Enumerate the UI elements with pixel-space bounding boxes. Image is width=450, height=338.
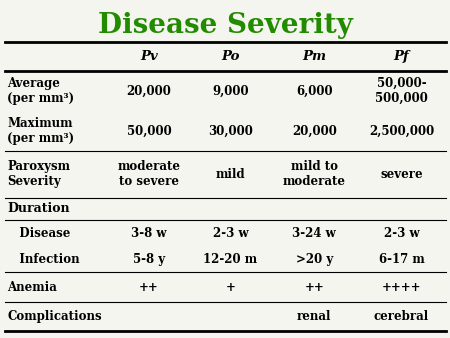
- Text: ++: ++: [305, 281, 324, 293]
- Text: Maximum
(per mm³): Maximum (per mm³): [7, 117, 74, 145]
- Text: 30,000: 30,000: [208, 124, 253, 138]
- Text: cerebral: cerebral: [374, 310, 429, 323]
- Text: Anemia: Anemia: [7, 281, 57, 293]
- Text: moderate
to severe: moderate to severe: [117, 160, 180, 188]
- Text: 12-20 m: 12-20 m: [203, 253, 257, 266]
- Text: 50,000: 50,000: [126, 124, 171, 138]
- Text: Paroxysm
Severity: Paroxysm Severity: [7, 160, 70, 188]
- Text: ++++: ++++: [382, 281, 421, 293]
- Text: severe: severe: [380, 168, 423, 181]
- Text: Disease Severity: Disease Severity: [98, 12, 352, 39]
- Text: Duration: Duration: [7, 202, 70, 216]
- Text: Average
(per mm³): Average (per mm³): [7, 77, 74, 105]
- Text: 3-8 w: 3-8 w: [131, 227, 166, 240]
- Text: Complications: Complications: [7, 310, 102, 323]
- Text: 2-3 w: 2-3 w: [383, 227, 419, 240]
- Text: Disease: Disease: [7, 227, 71, 240]
- Text: Pf: Pf: [393, 50, 410, 63]
- Text: 2-3 w: 2-3 w: [213, 227, 248, 240]
- Text: Infection: Infection: [7, 253, 80, 266]
- Text: 20,000: 20,000: [292, 124, 337, 138]
- Text: 20,000: 20,000: [126, 84, 171, 98]
- Text: 9,000: 9,000: [212, 84, 249, 98]
- Text: Po: Po: [221, 50, 240, 63]
- Text: 6,000: 6,000: [296, 84, 333, 98]
- Text: 2,500,000: 2,500,000: [369, 124, 434, 138]
- Text: ++: ++: [139, 281, 159, 293]
- Text: Pm: Pm: [302, 50, 326, 63]
- Text: 50,000-
500,000: 50,000- 500,000: [375, 77, 428, 105]
- Text: 5-8 y: 5-8 y: [133, 253, 165, 266]
- Text: +: +: [225, 281, 235, 293]
- Text: >20 y: >20 y: [296, 253, 333, 266]
- Text: 6-17 m: 6-17 m: [378, 253, 424, 266]
- Text: mild: mild: [216, 168, 245, 181]
- Text: 3-24 w: 3-24 w: [292, 227, 336, 240]
- Text: renal: renal: [297, 310, 332, 323]
- Text: mild to
moderate: mild to moderate: [283, 160, 346, 188]
- Text: Pv: Pv: [140, 50, 158, 63]
